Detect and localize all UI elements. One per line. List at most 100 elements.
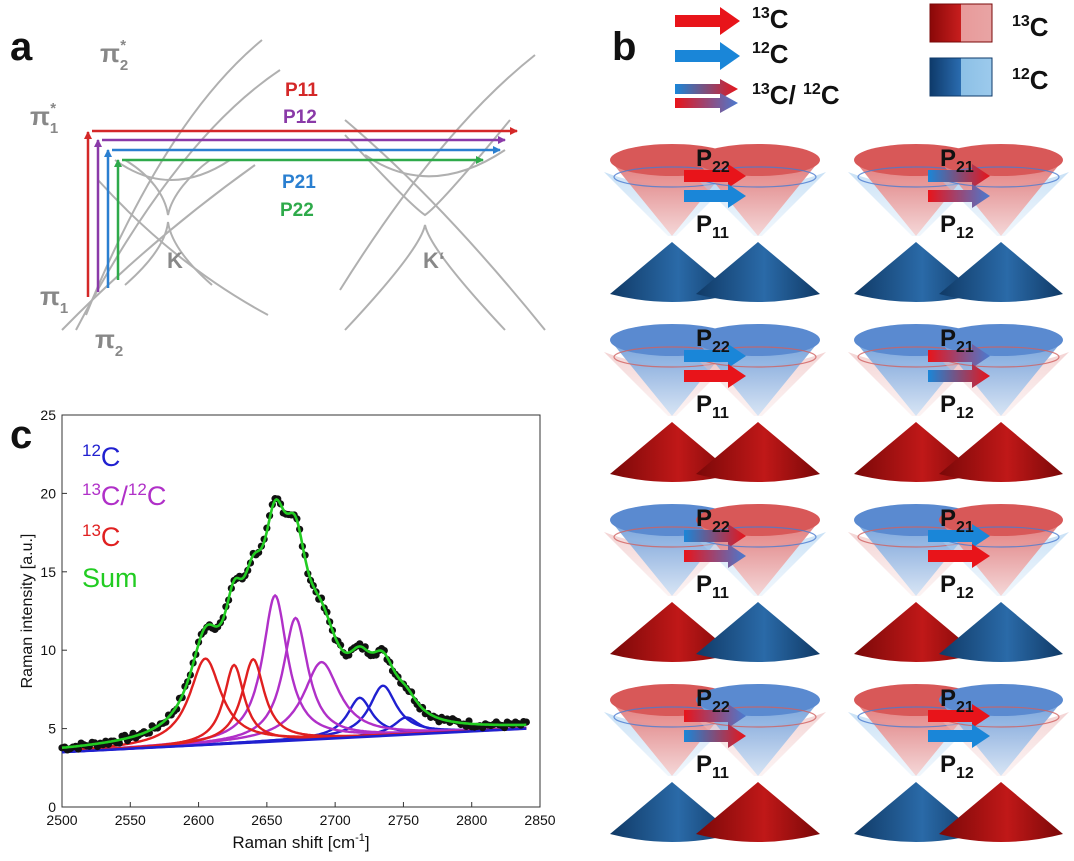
process-label-bottom: P12: [940, 391, 974, 422]
lower-cone: [854, 782, 978, 842]
legend-entry-12c: 12C: [82, 441, 120, 472]
legend-13c-12c-label: 13C/ 12C: [752, 80, 840, 110]
k-label: K: [167, 248, 183, 273]
y-tick-label: 15: [40, 564, 56, 580]
process-arrow-bottom: [928, 184, 990, 208]
lower-cone: [854, 602, 978, 662]
p11-label: P11: [285, 80, 318, 101]
process-label-bottom: P12: [940, 751, 974, 782]
lower-cone: [939, 422, 1063, 482]
x-tick-label: 2800: [456, 812, 487, 828]
swatch-12c-label: 12C: [1012, 65, 1049, 95]
process-arrow-top: [928, 164, 990, 188]
process-label-top: P21: [940, 325, 974, 356]
pi2-star-label: π2*: [100, 37, 128, 74]
lower-cone: [939, 242, 1063, 302]
p21-label: P21: [282, 172, 316, 193]
process-arrow-bottom: [684, 724, 746, 748]
chart-curves: [58, 495, 530, 754]
x-tick-label: 2850: [524, 812, 555, 828]
y-axis-label: Raman intensity [a.u.]: [19, 534, 36, 689]
lower-cone: [610, 422, 734, 482]
process-arrow-top: [928, 704, 990, 728]
process-label-bottom: P11: [696, 211, 729, 242]
swatch-legend: 13C 12C: [929, 3, 1049, 97]
panel-a-label: a: [10, 25, 33, 69]
legend-13c-label: 13C: [752, 4, 789, 34]
process-arrow-bottom: [928, 724, 990, 748]
process-label-top: P22: [696, 685, 730, 716]
process-label-bottom: P11: [696, 391, 729, 422]
arrow-legend: 13C 12C 13C/ 12C: [675, 4, 840, 113]
legend-arrow-13c-12c-bottom: [675, 93, 738, 113]
process-arrow-bottom: [928, 364, 990, 388]
process-arrow-top: [684, 524, 746, 548]
chart-axes: 2500 2550 2600 2650 2700 2750 2800 2850 0 5 10 15 20…: [40, 407, 555, 828]
lower-cone: [854, 422, 978, 482]
process-label-bottom: P11: [696, 751, 729, 782]
process-arrow-bottom: [928, 544, 990, 568]
process-arrow-top: [684, 344, 746, 368]
lower-cone: [696, 242, 820, 302]
lower-cone: [854, 242, 978, 302]
legend-arrow-13c: [675, 7, 740, 35]
x-axis-label: Raman shift [cm-1]: [232, 832, 369, 852]
p22-label: P22: [280, 200, 314, 221]
k-prime-label: K‘: [423, 248, 445, 273]
transition-arrows: [84, 127, 518, 297]
process-arrow-bottom: [684, 544, 746, 568]
baseline-line: [61, 727, 527, 754]
pi2-label: π2: [95, 324, 123, 360]
swatch-12c: [929, 57, 993, 97]
process-label-top: P22: [696, 325, 730, 356]
p12-label: P12: [283, 107, 317, 128]
swatch-13c-label: 13C: [1012, 12, 1049, 42]
k-prime-valley-bands: [339, 54, 546, 331]
panel-c-raman-chart: c 2500 2550 2600 2650 2700 2750 2800 2850 0 5 10 15…: [10, 407, 556, 852]
process-label-top: P21: [940, 505, 974, 536]
process-label-top: P21: [940, 145, 974, 176]
legend-entry-13c: 13C: [82, 521, 120, 552]
y-tick-label: 25: [40, 407, 56, 423]
swatch-13c: [929, 3, 993, 43]
dirac-cone-grid: P22 P11 P21 P12 P22 P11 P21 P12 P22 P11 P21 P12 P22 P…: [604, 144, 1069, 842]
y-tick-label: 0: [48, 799, 56, 815]
process-arrow-top: [684, 704, 746, 728]
k-valley-bands: [61, 39, 281, 331]
legend-entry-13c-12c: 13C/12C: [82, 480, 166, 511]
process-label-top: P22: [696, 505, 730, 536]
x-tick-label: 2500: [46, 812, 77, 828]
lower-cone: [939, 602, 1063, 662]
y-tick-label: 5: [48, 721, 56, 737]
panel-c-label: c: [10, 413, 32, 457]
process-label-bottom: P11: [696, 571, 729, 602]
lower-cone: [696, 602, 820, 662]
legend-arrow-12c: [675, 42, 740, 70]
process-label-bottom: P12: [940, 571, 974, 602]
x-tick-label: 2700: [320, 812, 351, 828]
process-label-top: P21: [940, 685, 974, 716]
x-tick-label: 2550: [115, 812, 146, 828]
process-arrow-bottom: [684, 364, 746, 388]
process-arrow-bottom: [684, 184, 746, 208]
panel-a-band-diagram: a π2* π1* π1 π2 K K‘: [10, 25, 546, 360]
lower-cone: [696, 782, 820, 842]
process-labels: P11 P12 P21 P22: [280, 80, 318, 221]
panel-b-label: b: [612, 25, 636, 69]
x-tick-label: 2750: [388, 812, 419, 828]
panel-b-cone-diagram: b 13C 12C 13C/ 12C 13C 12C P22 P11 P21 P12 P…: [604, 3, 1069, 842]
process-arrow-top: [928, 344, 990, 368]
legend-12c-label: 12C: [752, 39, 789, 69]
pi1-star-label: π1*: [30, 100, 58, 137]
y-tick-label: 10: [40, 642, 56, 658]
y-tick-label: 20: [40, 485, 56, 501]
sum-curve: [61, 497, 527, 750]
process-label-bottom: P12: [940, 211, 974, 242]
lower-cone: [696, 422, 820, 482]
dirac-cone-0-1-a: [848, 144, 984, 302]
dirac-cone-2-1-b: [933, 504, 1069, 662]
lower-cone: [939, 782, 1063, 842]
lower-cone: [610, 782, 734, 842]
legend-arrow-13c-12c-top: [675, 79, 738, 99]
